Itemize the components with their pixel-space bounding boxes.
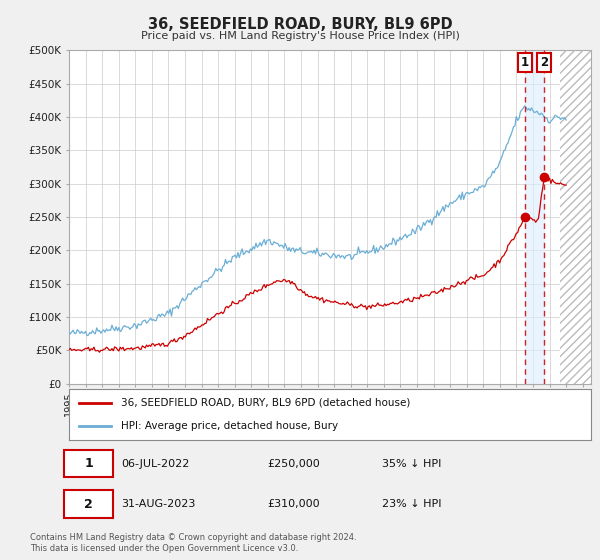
Text: 31-AUG-2023: 31-AUG-2023 [121, 499, 196, 509]
Text: Contains HM Land Registry data © Crown copyright and database right 2024.
This d: Contains HM Land Registry data © Crown c… [30, 533, 356, 553]
FancyBboxPatch shape [64, 450, 113, 477]
FancyBboxPatch shape [64, 491, 113, 517]
Bar [560, 50, 591, 384]
Text: £250,000: £250,000 [268, 459, 320, 469]
Text: 35% ↓ HPI: 35% ↓ HPI [382, 459, 442, 469]
Text: 1: 1 [84, 457, 93, 470]
Text: £310,000: £310,000 [268, 499, 320, 509]
Text: 06-JUL-2022: 06-JUL-2022 [121, 459, 190, 469]
Bar [525, 50, 544, 384]
Text: 23% ↓ HPI: 23% ↓ HPI [382, 499, 442, 509]
Text: 2: 2 [540, 55, 548, 68]
Text: 2: 2 [84, 497, 93, 511]
Text: 1: 1 [521, 55, 529, 68]
Text: HPI: Average price, detached house, Bury: HPI: Average price, detached house, Bury [121, 421, 338, 431]
Text: Price paid vs. HM Land Registry's House Price Index (HPI): Price paid vs. HM Land Registry's House … [140, 31, 460, 41]
Text: 36, SEEDFIELD ROAD, BURY, BL9 6PD: 36, SEEDFIELD ROAD, BURY, BL9 6PD [148, 17, 452, 32]
Bar [560, 50, 591, 384]
Text: 36, SEEDFIELD ROAD, BURY, BL9 6PD (detached house): 36, SEEDFIELD ROAD, BURY, BL9 6PD (detac… [121, 398, 410, 408]
